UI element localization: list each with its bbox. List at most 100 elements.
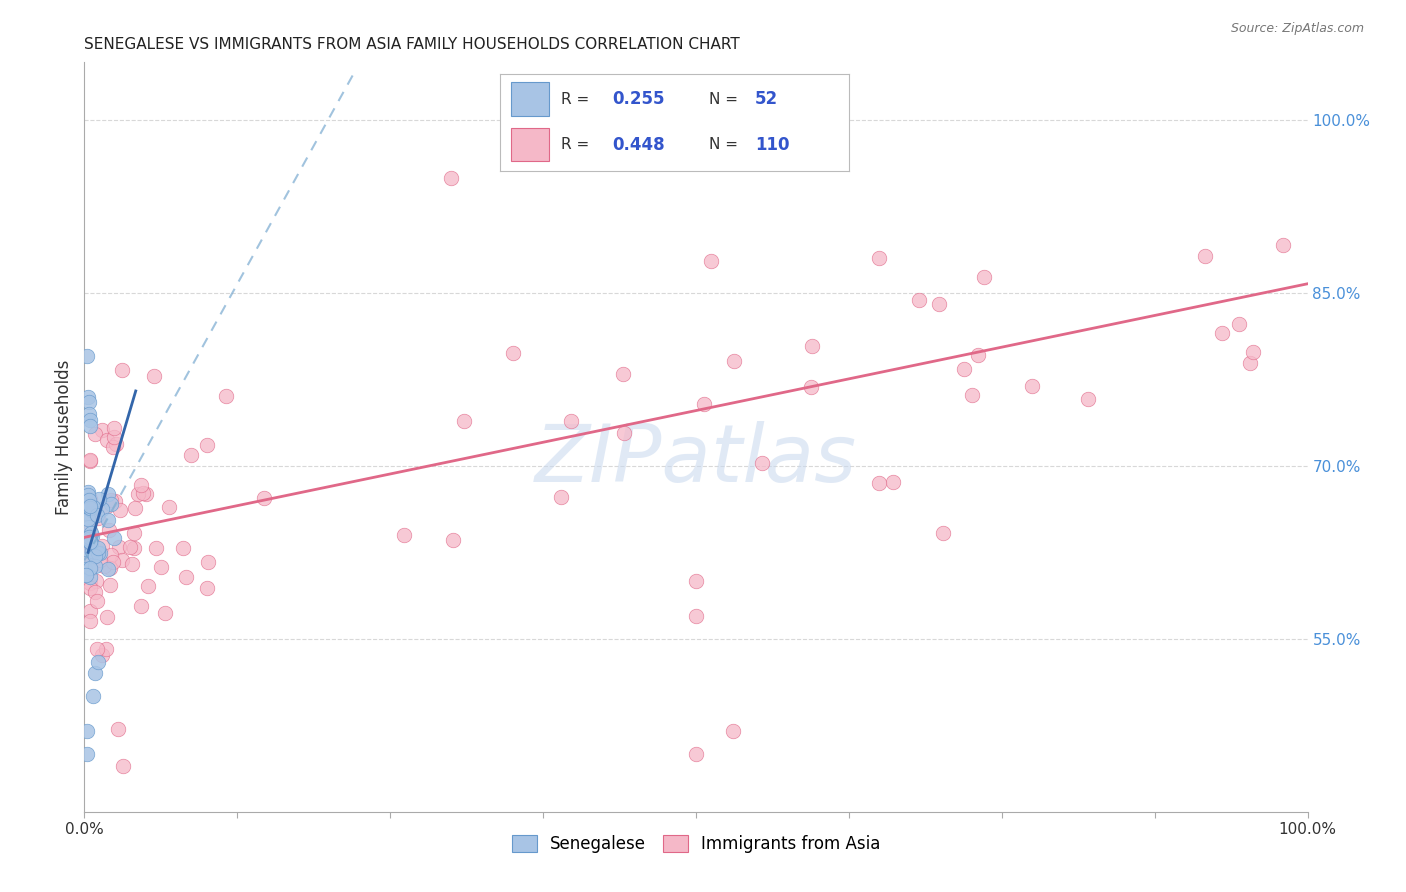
- Point: [79, 534, 101, 549]
- Point: [392, 527, 415, 541]
- Point: [103, 532, 125, 546]
- Point: [104, 494, 127, 508]
- Point: [94, 642, 117, 657]
- Point: [79, 524, 101, 538]
- Point: [1239, 356, 1261, 370]
- Point: [80, 544, 103, 558]
- Point: [76, 533, 98, 547]
- Point: [1021, 379, 1043, 393]
- Point: [550, 490, 572, 504]
- Point: [86, 641, 108, 656]
- Point: [172, 541, 194, 556]
- Point: [91, 648, 114, 662]
- Point: [98, 578, 121, 592]
- Point: [76, 747, 98, 761]
- Point: [685, 608, 707, 623]
- Point: [800, 379, 823, 393]
- Point: [100, 497, 122, 511]
- Point: [82, 546, 104, 560]
- Point: [953, 362, 976, 376]
- Point: [153, 606, 176, 620]
- Point: [80, 549, 103, 564]
- Point: [195, 581, 218, 595]
- Point: [135, 486, 157, 500]
- Point: [124, 541, 146, 556]
- Legend: Senegalese, Immigrants from Asia: Senegalese, Immigrants from Asia: [505, 828, 887, 860]
- Point: [136, 579, 159, 593]
- Point: [143, 368, 166, 383]
- Point: [84, 584, 107, 599]
- Point: [80, 502, 103, 516]
- Point: [97, 487, 120, 501]
- Point: [723, 353, 745, 368]
- Point: [800, 339, 823, 353]
- Point: [84, 666, 107, 681]
- Point: [197, 555, 219, 569]
- Point: [101, 556, 124, 570]
- Point: [103, 421, 125, 435]
- Point: [91, 502, 114, 516]
- Point: [96, 499, 118, 513]
- Point: [77, 493, 100, 508]
- Point: [79, 418, 101, 433]
- Point: [79, 500, 101, 515]
- Point: [118, 540, 141, 554]
- Point: [79, 562, 101, 576]
- Point: [86, 541, 108, 556]
- Point: [145, 541, 167, 555]
- Point: [127, 487, 149, 501]
- Point: [107, 722, 129, 736]
- Point: [1077, 392, 1099, 406]
- Point: [124, 500, 146, 515]
- Point: [180, 448, 202, 462]
- Point: [967, 348, 990, 362]
- Point: [195, 438, 218, 452]
- Point: [111, 552, 134, 566]
- Point: [77, 532, 100, 546]
- Point: [96, 610, 118, 624]
- Point: [721, 724, 744, 739]
- Point: [82, 500, 104, 515]
- Point: [253, 491, 276, 505]
- Point: [121, 557, 143, 571]
- Point: [1271, 238, 1294, 252]
- Point: [869, 252, 891, 266]
- Point: [98, 561, 121, 575]
- Point: [76, 487, 98, 501]
- Point: [82, 690, 104, 704]
- Point: [612, 368, 634, 382]
- Point: [104, 437, 127, 451]
- Point: [96, 513, 118, 527]
- Point: [122, 525, 145, 540]
- Point: [80, 544, 103, 558]
- Point: [973, 269, 995, 284]
- Point: [89, 546, 111, 560]
- Point: [89, 543, 111, 558]
- Point: [79, 545, 101, 559]
- Point: [83, 549, 105, 563]
- Point: [96, 433, 118, 447]
- Point: [76, 350, 98, 364]
- Point: [87, 655, 110, 669]
- Point: [97, 523, 120, 537]
- Point: [77, 512, 100, 526]
- Point: [560, 414, 582, 428]
- Point: [131, 486, 153, 500]
- Point: [157, 500, 180, 514]
- Point: [79, 576, 101, 591]
- Point: [76, 485, 98, 500]
- Point: [79, 560, 101, 574]
- Text: SENEGALESE VS IMMIGRANTS FROM ASIA FAMILY HOUSEHOLDS CORRELATION CHART: SENEGALESE VS IMMIGRANTS FROM ASIA FAMIL…: [84, 37, 740, 52]
- Point: [685, 574, 707, 589]
- Point: [75, 562, 97, 576]
- Point: [1227, 317, 1250, 331]
- Point: [77, 500, 100, 515]
- Point: [87, 492, 110, 507]
- Point: [100, 548, 122, 562]
- Point: [77, 395, 100, 409]
- Point: [84, 574, 107, 588]
- Point: [79, 536, 101, 550]
- Point: [91, 423, 114, 437]
- Point: [79, 452, 101, 467]
- Point: [129, 599, 152, 613]
